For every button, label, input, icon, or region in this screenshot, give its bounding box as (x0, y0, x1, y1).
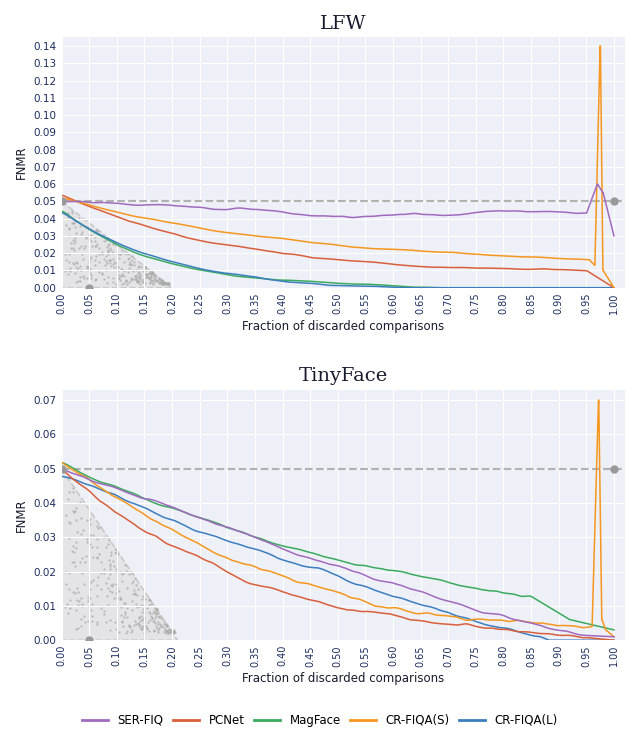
Title: TinyFace: TinyFace (299, 368, 388, 385)
X-axis label: Fraction of discarded comparisons: Fraction of discarded comparisons (242, 672, 444, 685)
Y-axis label: FNMR: FNMR (15, 498, 28, 532)
Title: LFW: LFW (320, 15, 367, 33)
Y-axis label: FNMR: FNMR (15, 146, 28, 179)
Polygon shape (61, 469, 177, 640)
Polygon shape (61, 202, 172, 288)
Legend: SER-FIQ, PCNet, MagFace, CR-FIQA(S), CR-FIQA(L): SER-FIQ, PCNet, MagFace, CR-FIQA(S), CR-… (77, 709, 563, 731)
X-axis label: Fraction of discarded comparisons: Fraction of discarded comparisons (242, 320, 444, 333)
